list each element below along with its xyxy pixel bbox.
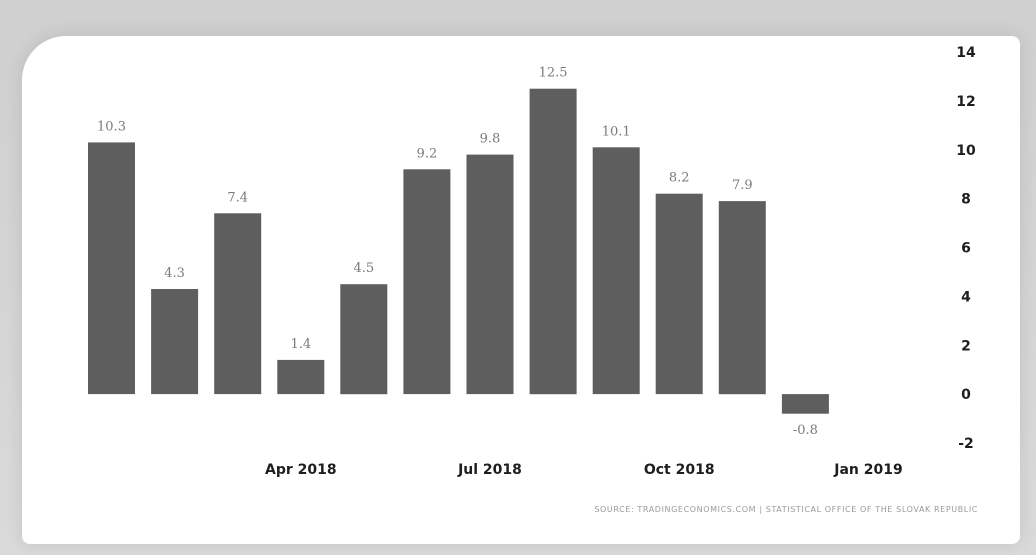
y-tick-label: 0 (961, 387, 971, 403)
y-axis-ticks: -2 0 2 4 6 8 10 12 14 (956, 45, 976, 452)
value-label: 1.4 (290, 337, 311, 352)
y-tick-label: 14 (956, 45, 976, 61)
bar-oct-2018 (655, 193, 703, 395)
x-tick-label: Jan 2019 (833, 462, 902, 478)
bar-sep-2018 (592, 147, 640, 395)
y-tick-label: 6 (961, 241, 971, 257)
value-label: 7.9 (732, 178, 753, 193)
y-tick-label: 4 (961, 289, 971, 305)
value-labels: 10.3 4.3 7.4 1.4 4.5 9.2 9.8 12.5 10.1 8.2 7.9 -0.8 (97, 66, 818, 438)
bar-jan-2018 (88, 142, 135, 395)
y-tick-label: -2 (958, 436, 974, 452)
value-label: 4.5 (353, 261, 374, 276)
bar-feb-2018 (151, 289, 199, 395)
bar-aug-2018 (529, 88, 577, 395)
value-label: 4.3 (164, 266, 185, 281)
bar-jul-2018 (466, 154, 514, 395)
source-note: SOURCE: TRADINGECONOMICS.COM | STATISTIC… (594, 505, 978, 514)
bar-mar-2018 (214, 213, 262, 395)
value-label: 10.3 (97, 119, 126, 134)
bar-dec-2018 (781, 394, 829, 414)
x-tick-label: Jul 2018 (457, 462, 522, 478)
value-label: 9.2 (417, 146, 438, 161)
bar-nov-2018 (718, 201, 766, 395)
bar-apr-2018 (277, 359, 325, 395)
value-label: 10.1 (602, 124, 631, 139)
y-tick-label: 8 (961, 192, 971, 208)
value-label: 7.4 (227, 190, 248, 205)
x-tick-label: Apr 2018 (265, 462, 337, 478)
y-tick-label: 10 (956, 143, 976, 159)
bar-jun-2018 (403, 169, 451, 395)
y-tick-label: 2 (961, 338, 971, 354)
value-label: 8.2 (669, 171, 690, 186)
bar-may-2018 (340, 284, 388, 395)
value-label: 9.8 (480, 132, 501, 147)
value-label: -0.8 (793, 423, 818, 438)
y-tick-label: 12 (956, 94, 975, 110)
bars (88, 88, 829, 414)
x-tick-label: Oct 2018 (644, 462, 715, 478)
value-label: 12.5 (539, 66, 568, 81)
x-axis-ticks: Apr 2018 Jul 2018 Oct 2018 Jan 2019 (265, 462, 903, 478)
